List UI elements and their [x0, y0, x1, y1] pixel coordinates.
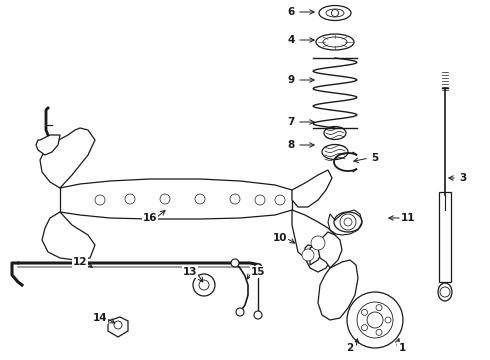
Text: 1: 1	[398, 343, 406, 353]
Ellipse shape	[322, 144, 348, 159]
Bar	[439, 192, 451, 282]
Text: 9: 9	[288, 75, 294, 85]
Ellipse shape	[319, 5, 351, 21]
Circle shape	[199, 280, 209, 290]
Circle shape	[195, 194, 205, 204]
Polygon shape	[318, 260, 358, 320]
Ellipse shape	[323, 37, 347, 47]
Polygon shape	[318, 232, 342, 268]
Circle shape	[302, 249, 314, 261]
Text: 8: 8	[287, 140, 294, 150]
Polygon shape	[42, 212, 95, 260]
Circle shape	[231, 259, 239, 267]
Text: 6: 6	[287, 7, 294, 17]
Circle shape	[255, 195, 265, 205]
Polygon shape	[292, 210, 340, 265]
Circle shape	[340, 214, 356, 230]
Circle shape	[114, 321, 122, 329]
Ellipse shape	[324, 126, 346, 139]
Circle shape	[230, 194, 240, 204]
Circle shape	[344, 218, 352, 226]
Circle shape	[376, 305, 382, 311]
Ellipse shape	[334, 212, 362, 232]
Circle shape	[362, 325, 368, 330]
Polygon shape	[40, 128, 95, 188]
Circle shape	[160, 194, 170, 204]
Circle shape	[332, 9, 339, 17]
Circle shape	[440, 287, 450, 297]
Text: 11: 11	[401, 213, 415, 223]
Text: 16: 16	[143, 213, 157, 223]
Polygon shape	[305, 238, 334, 272]
Circle shape	[254, 311, 262, 319]
Circle shape	[347, 292, 403, 348]
Text: 12: 12	[73, 257, 87, 267]
Text: 10: 10	[273, 233, 287, 243]
Circle shape	[275, 195, 285, 205]
Circle shape	[95, 195, 105, 205]
Circle shape	[385, 317, 391, 323]
Circle shape	[236, 308, 244, 316]
Text: 7: 7	[287, 117, 294, 127]
Text: 14: 14	[93, 313, 107, 323]
Text: 13: 13	[183, 267, 197, 277]
Ellipse shape	[438, 283, 452, 301]
Polygon shape	[36, 135, 60, 155]
Circle shape	[357, 302, 393, 338]
Text: 2: 2	[346, 343, 354, 353]
Circle shape	[125, 194, 135, 204]
Circle shape	[376, 329, 382, 336]
Polygon shape	[292, 170, 332, 207]
Circle shape	[362, 309, 368, 315]
Circle shape	[367, 312, 383, 328]
Text: 4: 4	[287, 35, 294, 45]
Ellipse shape	[316, 34, 354, 50]
Circle shape	[254, 264, 262, 272]
Text: 3: 3	[460, 173, 466, 183]
Circle shape	[311, 236, 325, 250]
Polygon shape	[108, 317, 128, 337]
Ellipse shape	[326, 9, 344, 17]
Text: 15: 15	[251, 267, 265, 277]
Circle shape	[193, 274, 215, 296]
Text: 5: 5	[371, 153, 379, 163]
